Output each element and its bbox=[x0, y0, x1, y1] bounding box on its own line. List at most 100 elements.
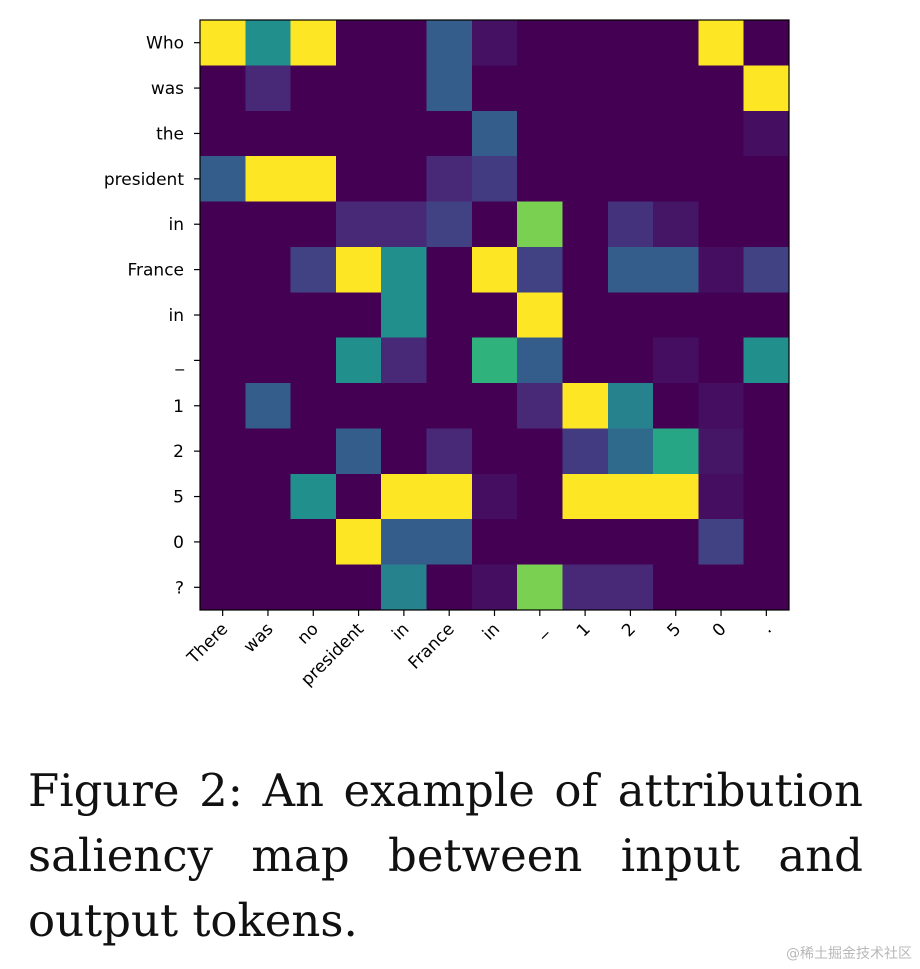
x-tick-label: 1 bbox=[573, 619, 595, 641]
heatmap-cell bbox=[698, 156, 745, 203]
heatmap-cell bbox=[426, 337, 473, 384]
heatmap-cell bbox=[653, 564, 699, 611]
y-tick-label: 1 bbox=[173, 397, 184, 417]
heatmap-cell bbox=[471, 383, 518, 430]
heatmap-cell bbox=[562, 65, 609, 112]
heatmap-cell bbox=[471, 156, 518, 203]
heatmap-cell bbox=[426, 110, 473, 157]
heatmap-cell bbox=[471, 428, 518, 475]
heatmap-cell bbox=[653, 473, 699, 520]
heatmap-cell bbox=[245, 246, 292, 293]
heatmap-cell bbox=[517, 20, 564, 66]
heatmap-cell bbox=[290, 110, 337, 157]
heatmap-cell bbox=[426, 292, 473, 339]
heatmap-cell bbox=[743, 65, 790, 112]
heatmap-cell bbox=[517, 292, 564, 339]
heatmap-cell bbox=[517, 337, 564, 384]
heatmap-cell bbox=[517, 473, 564, 520]
y-tick-label: in bbox=[169, 306, 185, 326]
heatmap-cell bbox=[517, 383, 564, 430]
heatmap-cell bbox=[607, 383, 654, 430]
y-tick-label: 5 bbox=[173, 488, 184, 508]
heatmap-cell bbox=[698, 246, 745, 293]
heatmap-cell bbox=[245, 337, 292, 384]
heatmap-cell bbox=[653, 337, 699, 384]
heatmap-cell bbox=[290, 65, 337, 112]
heatmap-cell bbox=[653, 428, 699, 475]
heatmap-cell bbox=[290, 201, 337, 248]
x-tick-label: . bbox=[758, 619, 776, 637]
heatmap-cell bbox=[562, 337, 609, 384]
heatmap-cell bbox=[653, 110, 699, 157]
heatmap-cell bbox=[653, 383, 699, 430]
heatmap-cell bbox=[290, 246, 337, 293]
y-tick-label: _ bbox=[175, 351, 185, 371]
heatmap-cell bbox=[245, 564, 292, 611]
heatmap-cell bbox=[653, 20, 699, 66]
heatmap-cell bbox=[200, 20, 246, 66]
heatmap-cell bbox=[471, 201, 518, 248]
heatmap-cell bbox=[381, 337, 428, 384]
heatmap-cell bbox=[743, 564, 790, 611]
heatmap-cell bbox=[200, 337, 246, 384]
heatmap-cell bbox=[517, 564, 564, 611]
heatmap-cell bbox=[335, 292, 382, 339]
heatmap-cell bbox=[245, 201, 292, 248]
heatmap-cell bbox=[698, 383, 745, 430]
heatmap-cell bbox=[562, 110, 609, 157]
heatmap-cell bbox=[290, 20, 337, 66]
x-tick-label: no bbox=[294, 619, 323, 648]
heatmap-cell bbox=[562, 246, 609, 293]
heatmap-cell bbox=[290, 473, 337, 520]
heatmap-cell bbox=[381, 428, 428, 475]
heatmap-cell bbox=[743, 383, 790, 430]
heatmap-cell bbox=[743, 473, 790, 520]
x-tick-label: 0 bbox=[709, 619, 731, 641]
heatmap-cell bbox=[607, 65, 654, 112]
y-tick-label: in bbox=[169, 215, 185, 235]
heatmap-cell bbox=[245, 428, 292, 475]
heatmap-cell bbox=[607, 246, 654, 293]
heatmap-cell bbox=[335, 519, 382, 566]
heatmap-cell bbox=[471, 110, 518, 157]
heatmap-cell bbox=[743, 246, 790, 293]
heatmap-cell bbox=[653, 201, 699, 248]
heatmap-cell bbox=[743, 110, 790, 157]
heatmap-cell bbox=[381, 246, 428, 293]
heatmap-cell bbox=[426, 428, 473, 475]
heatmap-cell bbox=[743, 519, 790, 566]
heatmap-cell bbox=[381, 383, 428, 430]
heatmap-cell bbox=[471, 564, 518, 611]
heatmap-cell bbox=[335, 473, 382, 520]
y-axis-ticks: Who was the president in France in _ 1 2 5 0? bbox=[104, 34, 200, 598]
y-tick-label: president bbox=[104, 170, 184, 190]
x-tick-label: in bbox=[479, 619, 504, 644]
heatmap-cell bbox=[471, 337, 518, 384]
x-tick-label: There bbox=[183, 619, 232, 668]
heatmap-cell bbox=[200, 201, 246, 248]
heatmap-cell bbox=[471, 519, 518, 566]
x-tick-label: 5 bbox=[663, 619, 685, 641]
heatmap-cell bbox=[653, 156, 699, 203]
heatmap-cell bbox=[607, 337, 654, 384]
heatmap-cell bbox=[426, 383, 473, 430]
heatmap-cell bbox=[245, 383, 292, 430]
heatmap-cell bbox=[245, 156, 292, 203]
heatmap-cell bbox=[200, 156, 246, 203]
heatmap-cell bbox=[698, 428, 745, 475]
heatmap-cell bbox=[562, 383, 609, 430]
heatmap-cell bbox=[471, 292, 518, 339]
heatmap-cell bbox=[607, 473, 654, 520]
heatmap-cell bbox=[335, 337, 382, 384]
heatmap-cell bbox=[381, 564, 428, 611]
heatmap-cell bbox=[335, 156, 382, 203]
heatmap-cell bbox=[653, 65, 699, 112]
heatmap-cell bbox=[517, 428, 564, 475]
heatmap-cell bbox=[517, 156, 564, 203]
heatmap-cell bbox=[245, 65, 292, 112]
heatmap-cell bbox=[698, 110, 745, 157]
y-tick-label: France bbox=[127, 261, 184, 281]
heatmap-cell bbox=[698, 65, 745, 112]
